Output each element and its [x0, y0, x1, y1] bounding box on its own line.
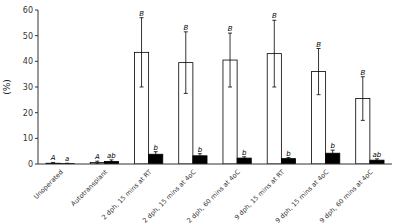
error-bar	[286, 158, 290, 160]
error-line	[274, 20, 275, 87]
bar-letter: B	[316, 41, 321, 49]
y-tick-label: 40	[23, 57, 33, 66]
error-bar	[375, 159, 379, 162]
error-cap	[317, 94, 321, 95]
error-bar	[154, 152, 158, 157]
bar-letter: b	[242, 149, 247, 157]
y-axis-line	[38, 10, 39, 164]
error-bar	[272, 20, 276, 87]
error-cap	[198, 157, 202, 158]
error-line	[318, 49, 319, 95]
error-bar	[140, 18, 144, 87]
error-bar	[198, 154, 202, 158]
error-cap	[286, 159, 290, 160]
bar-letter: B	[360, 69, 365, 77]
bar-letter: B	[183, 24, 188, 32]
error-bar	[228, 33, 232, 87]
error-bar	[331, 150, 335, 156]
bar-letter: B	[272, 12, 277, 20]
error-cap	[154, 156, 158, 157]
y-tick-label: 0	[28, 160, 33, 169]
x-tick-label: Unoperated	[32, 168, 65, 201]
error-line	[141, 18, 142, 87]
error-line	[362, 77, 363, 121]
y-tick-label: 20	[23, 109, 33, 118]
error-bar	[184, 32, 188, 94]
error-line	[155, 152, 156, 157]
bar-letter: A	[50, 154, 56, 162]
error-cap	[361, 120, 365, 121]
bar-letter: b	[286, 150, 291, 158]
bar-letter: b	[330, 142, 335, 150]
error-bar	[109, 160, 113, 163]
bar-letter: B	[228, 25, 233, 33]
error-cap	[228, 87, 232, 88]
error-bar	[95, 161, 99, 164]
y-tick-label: 10	[23, 134, 33, 143]
error-cap	[140, 87, 144, 88]
error-cap	[184, 93, 188, 94]
bar	[281, 159, 295, 164]
error-line	[185, 32, 186, 94]
error-bar	[317, 49, 321, 95]
bar-letter: ab	[373, 151, 382, 159]
y-axis: 0 10 20 30 40 50 60	[23, 6, 38, 169]
bars	[46, 18, 384, 164]
x-tick-label: Autotransplant	[69, 168, 109, 208]
y-tick-label: 30	[23, 83, 33, 92]
bar-letter: a	[65, 155, 69, 163]
error-line	[332, 150, 333, 156]
bar	[237, 158, 251, 164]
bar-letter: B	[139, 10, 144, 18]
error-cap	[331, 156, 335, 157]
error-line	[111, 160, 112, 163]
bar-letter: A	[94, 153, 100, 161]
x-axis: UnoperatedAutotransplant2 dph, 15 mins a…	[32, 168, 375, 224]
error-bar	[361, 77, 365, 121]
bar-letters: A A B B B B B Ba ab b b b b b ab	[50, 10, 382, 164]
x-tick-label: 9 dph, 60 mins at 4oC	[318, 168, 375, 224]
x-axis-line	[38, 164, 392, 165]
error-line	[199, 154, 200, 158]
y-tick-label: 50	[23, 32, 33, 41]
chart: 0 10 20 30 40 50 60 (%) A A B B B B B Ba ab b b b b b ab Unoper…	[0, 0, 400, 224]
error-bar	[242, 157, 246, 160]
bar-letter: b	[198, 146, 203, 154]
y-axis-label: (%)	[2, 79, 12, 95]
error-cap	[375, 161, 379, 162]
error-line	[230, 33, 231, 87]
error-cap	[272, 87, 276, 88]
y-tick-label: 60	[23, 6, 33, 15]
bar-letter: b	[153, 144, 158, 152]
bar-letter: ab	[107, 152, 116, 160]
error-cap	[109, 162, 113, 163]
error-cap	[242, 159, 246, 160]
